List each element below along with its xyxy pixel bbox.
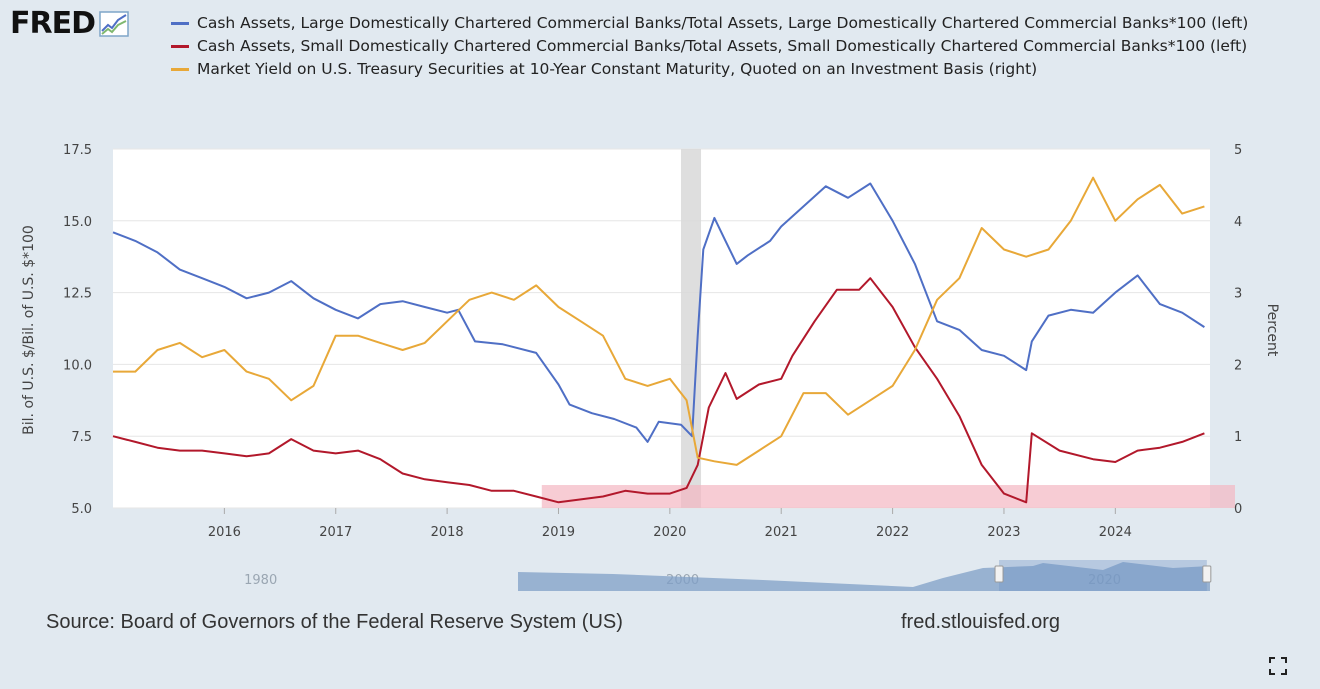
series-lines <box>112 176 1205 504</box>
legend-label: Market Yield on U.S. Treasury Securities… <box>197 60 1038 78</box>
right-axis-ticks: 0 1 2 3 4 5 <box>1234 143 1242 517</box>
fred-logo[interactable]: FRED <box>10 6 129 41</box>
series-line <box>112 182 1205 443</box>
range-navigator[interactable]: 198020002020 <box>244 560 1212 591</box>
y-tick-label-right: 3 <box>1234 287 1242 302</box>
shaded-regions <box>541 149 1235 508</box>
y-tick-label-left: 15.0 <box>63 215 92 230</box>
navigator-selection <box>999 560 1207 591</box>
y-tick-label-right: 5 <box>1234 143 1242 158</box>
x-tick-label: 2023 <box>987 525 1020 540</box>
y-tick-label-left: 10.0 <box>63 358 92 373</box>
navigator-handle <box>994 565 1004 583</box>
highlight-band <box>541 485 1235 508</box>
legend-swatch <box>171 68 189 71</box>
x-tick-label: 2017 <box>319 525 352 540</box>
y-tick-label-right: 1 <box>1234 430 1242 445</box>
y-tick-label-left: 17.5 <box>63 143 92 158</box>
fullscreen-icon[interactable] <box>1268 656 1288 676</box>
plot-area <box>113 149 1210 508</box>
chart-legend: Cash Assets, Large Domestically Chartere… <box>171 12 1271 81</box>
x-tick-label: 2021 <box>765 525 798 540</box>
navigator-label: 1980 <box>244 573 277 588</box>
y-axis-right-label: Percent <box>1264 304 1280 357</box>
legend-swatch <box>171 45 189 48</box>
line-chart-icon <box>99 10 129 37</box>
x-axis-ticks: 2016 2017 2018 2019 2020 2021 2022 2023 2024 <box>208 508 1132 540</box>
x-tick-label: 2020 <box>653 525 686 540</box>
series-line <box>113 176 1205 466</box>
y-tick-label-right: 4 <box>1234 215 1242 230</box>
legend-swatch <box>171 22 189 25</box>
legend-item-large-banks[interactable]: Cash Assets, Large Domestically Chartere… <box>171 12 1271 35</box>
x-tick-label: 2019 <box>542 525 575 540</box>
x-tick-label: 2024 <box>1099 525 1132 540</box>
legend-item-small-banks[interactable]: Cash Assets, Small Domestically Chartere… <box>171 35 1271 58</box>
y-tick-label-left: 7.5 <box>71 430 92 445</box>
y-tick-label-left: 5.0 <box>71 502 92 517</box>
legend-label: Cash Assets, Small Domestically Chartere… <box>197 37 1248 55</box>
y-tick-label-right: 2 <box>1234 358 1242 373</box>
source-note: Source: Board of Governors of the Federa… <box>46 611 623 633</box>
x-tick-label: 2016 <box>208 525 241 540</box>
site-url[interactable]: fred.stlouisfed.org <box>901 611 1060 633</box>
navigator-series-area <box>518 562 1210 591</box>
navigator-handle <box>1202 565 1212 583</box>
x-tick-label: 2018 <box>431 525 464 540</box>
legend-item-treasury-yield[interactable]: Market Yield on U.S. Treasury Securities… <box>171 58 1271 81</box>
series-line <box>112 277 1205 504</box>
logo-text: FRED <box>10 6 96 41</box>
recession-band <box>680 149 702 508</box>
y-tick-label-left: 12.5 <box>63 287 92 302</box>
y-tick-label-right: 0 <box>1234 502 1242 517</box>
y-axis-left-label: Bil. of U.S. $/Bil. of U.S. $*100 <box>21 225 37 435</box>
x-tick-label: 2022 <box>876 525 909 540</box>
left-axis-ticks: 5.0 7.5 10.0 12.5 15.0 17.5 <box>63 143 92 517</box>
legend-label: Cash Assets, Large Domestically Chartere… <box>197 14 1249 32</box>
